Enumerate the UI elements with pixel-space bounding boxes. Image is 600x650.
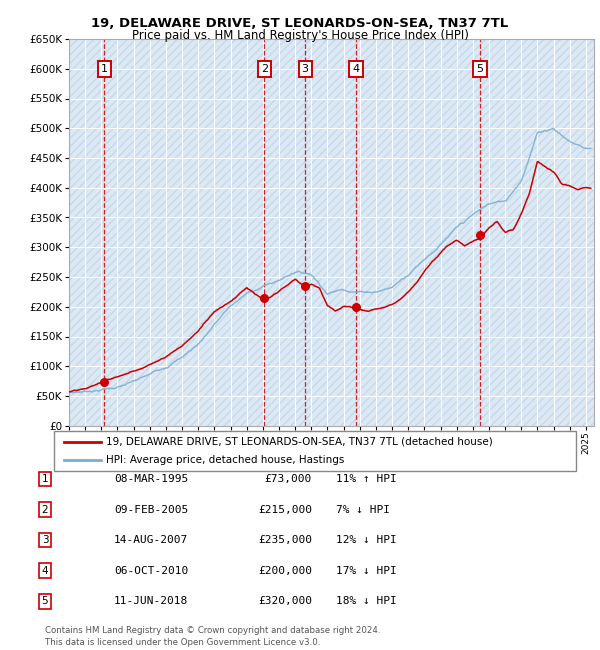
Text: 1: 1: [41, 474, 49, 484]
Text: £200,000: £200,000: [258, 566, 312, 576]
Text: £235,000: £235,000: [258, 535, 312, 545]
Text: 12% ↓ HPI: 12% ↓ HPI: [336, 535, 397, 545]
Text: 19, DELAWARE DRIVE, ST LEONARDS-ON-SEA, TN37 7TL (detached house): 19, DELAWARE DRIVE, ST LEONARDS-ON-SEA, …: [106, 437, 493, 447]
Text: Contains HM Land Registry data © Crown copyright and database right 2024.
This d: Contains HM Land Registry data © Crown c…: [45, 626, 380, 647]
Text: 5: 5: [41, 596, 49, 606]
Text: HPI: Average price, detached house, Hastings: HPI: Average price, detached house, Hast…: [106, 456, 344, 465]
Text: £215,000: £215,000: [258, 504, 312, 515]
Text: 2: 2: [41, 504, 49, 515]
Text: 18% ↓ HPI: 18% ↓ HPI: [336, 596, 397, 606]
Text: 2: 2: [261, 64, 268, 73]
Text: 11% ↑ HPI: 11% ↑ HPI: [336, 474, 397, 484]
Text: 7% ↓ HPI: 7% ↓ HPI: [336, 504, 390, 515]
FancyBboxPatch shape: [54, 431, 576, 471]
Text: 4: 4: [352, 64, 359, 73]
Text: 3: 3: [41, 535, 49, 545]
Text: 3: 3: [302, 64, 308, 73]
Text: £73,000: £73,000: [265, 474, 312, 484]
Text: 1: 1: [101, 64, 108, 73]
Text: 11-JUN-2018: 11-JUN-2018: [114, 596, 188, 606]
Text: 08-MAR-1995: 08-MAR-1995: [114, 474, 188, 484]
Text: Price paid vs. HM Land Registry's House Price Index (HPI): Price paid vs. HM Land Registry's House …: [131, 29, 469, 42]
Text: 19, DELAWARE DRIVE, ST LEONARDS-ON-SEA, TN37 7TL: 19, DELAWARE DRIVE, ST LEONARDS-ON-SEA, …: [91, 17, 509, 30]
Text: £320,000: £320,000: [258, 596, 312, 606]
Text: 09-FEB-2005: 09-FEB-2005: [114, 504, 188, 515]
Text: 4: 4: [41, 566, 49, 576]
Text: 06-OCT-2010: 06-OCT-2010: [114, 566, 188, 576]
Text: 5: 5: [476, 64, 484, 73]
Text: 14-AUG-2007: 14-AUG-2007: [114, 535, 188, 545]
Text: 17% ↓ HPI: 17% ↓ HPI: [336, 566, 397, 576]
